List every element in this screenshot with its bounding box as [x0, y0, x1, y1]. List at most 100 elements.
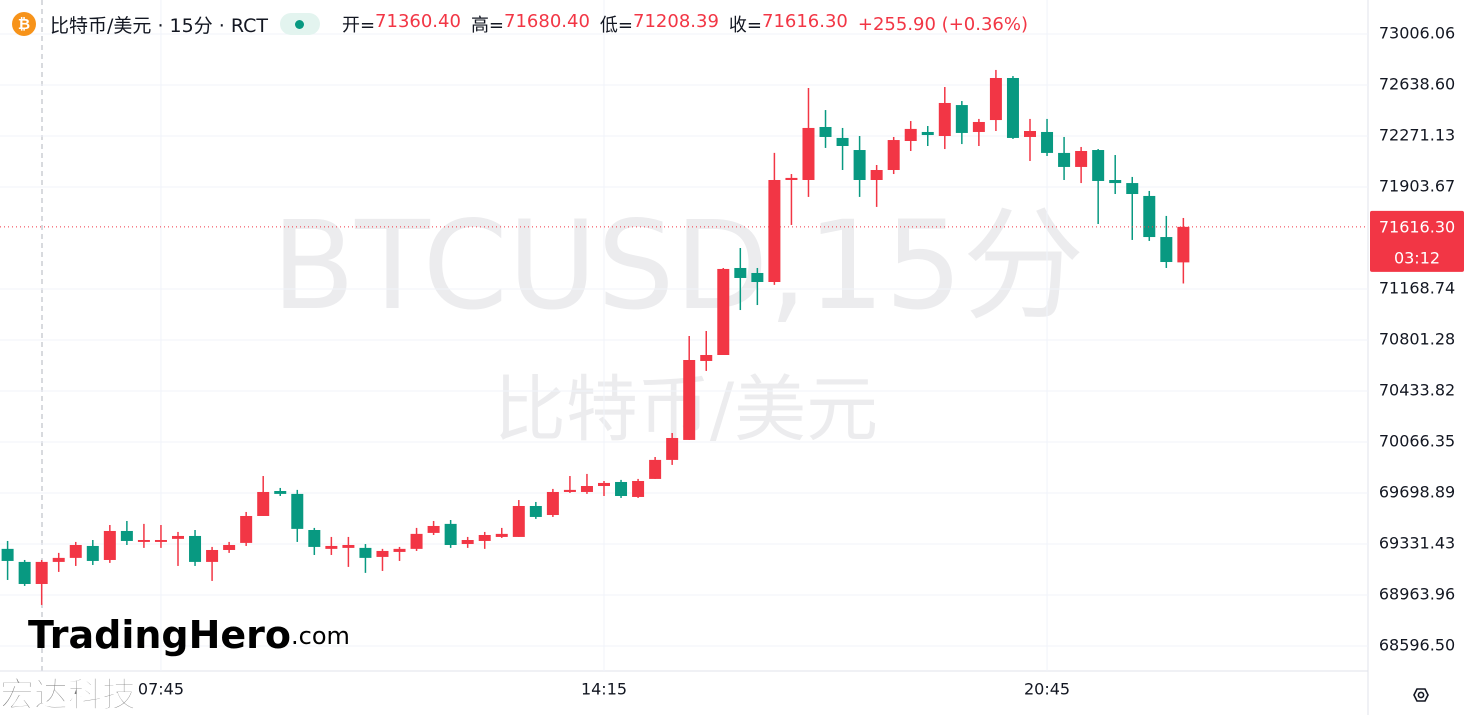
ohlc-values: 开= 71360.40 高= 71680.40 低= 71208.39 收= 71616.30 [332, 11, 848, 37]
corner-mark: 宏达科技 [0, 676, 136, 715]
candle-body [240, 515, 253, 543]
field-value: 71360.40 [375, 11, 461, 32]
candle-body [632, 481, 645, 497]
candle-body [1024, 131, 1036, 137]
y-tick-label: 68963.96 [1379, 584, 1455, 603]
candle-body [955, 105, 968, 133]
candle-body [86, 545, 99, 561]
candle-body [308, 529, 321, 547]
candle-body [853, 150, 866, 180]
candle-body [717, 268, 730, 355]
candle-body [325, 545, 338, 549]
market-status[interactable] [279, 13, 320, 35]
candle-body [768, 179, 781, 283]
candle-body [189, 535, 202, 562]
candle-body [615, 481, 628, 496]
candle-body [802, 127, 815, 180]
candle-body [1075, 150, 1088, 167]
y-tick-label: 71168.74 [1379, 278, 1455, 297]
candle-body [172, 535, 184, 539]
candle-body [870, 170, 883, 180]
field-key: 开= [341, 15, 376, 36]
x-tick-label: 20:45 [1024, 680, 1070, 699]
candle-body [938, 102, 951, 137]
candle-body [819, 126, 832, 137]
field-value: 71616.30 [762, 11, 848, 32]
candle-body [427, 525, 440, 533]
y-tick-label: 73006.06 [1379, 23, 1455, 42]
candle-body [751, 272, 764, 283]
candle-body [257, 491, 270, 516]
candle-body [444, 523, 457, 545]
field-value: 71680.40 [504, 11, 590, 32]
y-tick-label: 69698.89 [1379, 482, 1455, 501]
candle-body [546, 491, 559, 516]
candle-body [35, 561, 48, 584]
y-tick-label: 69331.43 [1379, 533, 1455, 552]
candle-body [1177, 226, 1190, 263]
axes: 68596.50 68963.96 69331.43 69698.89 70066.35… [0, 23, 1464, 699]
field-key: 高= [470, 15, 505, 36]
candle-body [580, 486, 593, 492]
candle-body [666, 437, 679, 460]
y-tick-label: 72271.13 [1379, 125, 1455, 144]
candle-body [52, 557, 65, 562]
candle-body [393, 548, 406, 552]
candle-body [1092, 150, 1105, 181]
candle-body [598, 482, 610, 487]
candle-body [223, 544, 236, 550]
candle-body [18, 561, 31, 584]
grid [0, 0, 1368, 671]
y-tick-label: 70801.28 [1379, 329, 1455, 348]
logo: TradingHero.com [28, 613, 350, 657]
candles [1, 69, 1190, 605]
candle-body [359, 547, 372, 558]
candle-body [683, 359, 696, 440]
candle-body [1143, 195, 1156, 238]
candle-body [921, 131, 934, 136]
candle-body [410, 533, 423, 549]
watermark: BTCUSD,15分 [272, 195, 1085, 337]
coin-icon: ₿ [12, 12, 36, 36]
candle-body [154, 539, 167, 542]
x-tick-label: 07:45 [138, 680, 184, 699]
candle-body [1, 548, 14, 561]
legend-header: ₿ 比特币/美元 · 15分 · RCT 开= 71360.40 高= 71680.4… [12, 9, 1028, 39]
candle-body [1126, 183, 1139, 195]
candle-body [649, 459, 662, 479]
x-tick-label: 14:15 [581, 680, 627, 699]
candle-body [291, 493, 304, 529]
settings-button[interactable] [1400, 680, 1442, 712]
last-price-box [1370, 210, 1464, 272]
candle-body [989, 77, 1002, 121]
candle-body [1160, 237, 1173, 263]
candle-body [137, 539, 150, 542]
candle-body [563, 489, 576, 492]
candle-body [478, 534, 491, 541]
candle-body [512, 505, 525, 537]
symbol[interactable]: 比特币/美元 · 15分 · RCT [50, 14, 268, 37]
candle-body [69, 544, 82, 558]
candle-body [785, 177, 798, 180]
candle-body [103, 530, 116, 560]
candle-body [734, 267, 747, 278]
candle-body [274, 491, 287, 494]
candle-body [1041, 131, 1054, 153]
candle-body [120, 530, 133, 541]
logo-suffix: .com [291, 622, 350, 650]
candle-body [1006, 77, 1019, 138]
last-price-label: 71616.30 [1379, 217, 1455, 236]
candle-body [1109, 179, 1122, 184]
candle-body [904, 128, 917, 142]
candle-body [376, 550, 389, 557]
logo-brand: TradingHero [28, 613, 291, 657]
candle-body [836, 137, 849, 146]
candle-body [529, 505, 542, 517]
field-key: 收= [728, 15, 762, 36]
candle-body [1058, 152, 1071, 167]
y-tick-label: 68596.50 [1379, 635, 1455, 654]
candle-body [342, 544, 355, 548]
field-value: 71208.39 [633, 11, 719, 32]
